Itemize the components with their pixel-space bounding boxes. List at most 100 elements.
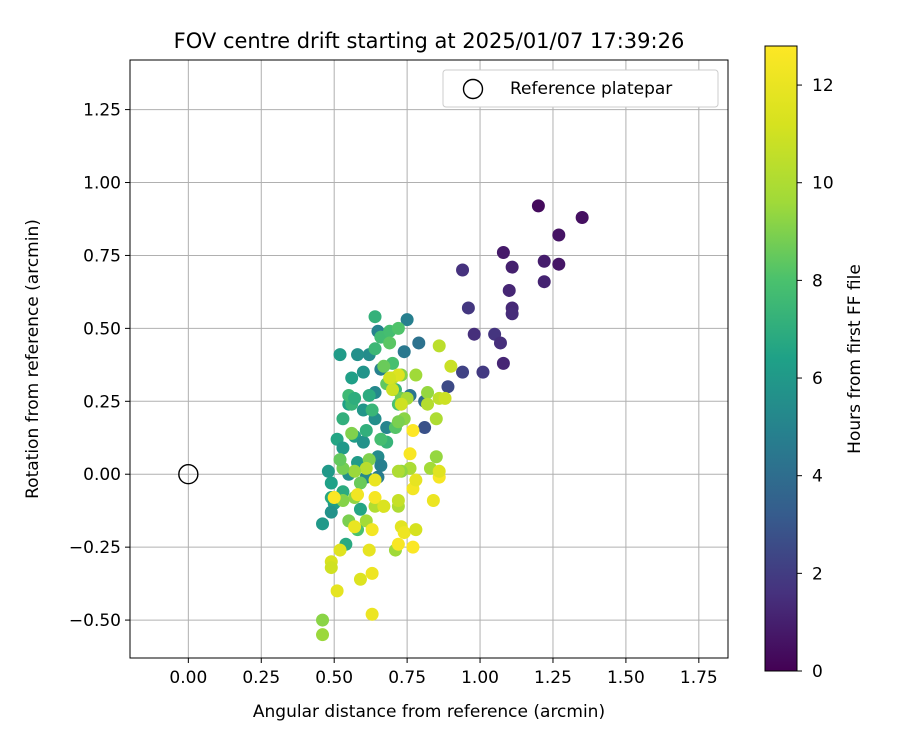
data-point xyxy=(505,260,519,274)
y-tick-label: 0.75 xyxy=(83,246,121,266)
data-point xyxy=(377,359,391,373)
data-point xyxy=(444,359,458,373)
x-tick-label: 0.50 xyxy=(315,668,353,688)
data-point xyxy=(353,476,367,490)
x-axis-label: Angular distance from reference (arcmin) xyxy=(253,702,605,722)
data-point xyxy=(348,520,362,534)
data-point xyxy=(324,476,338,490)
data-point xyxy=(336,412,350,426)
data-points xyxy=(316,199,589,642)
data-point xyxy=(391,464,405,478)
data-point xyxy=(348,464,362,478)
data-point xyxy=(324,561,338,575)
data-point xyxy=(353,502,367,516)
x-tick-label: 1.50 xyxy=(607,668,645,688)
data-point xyxy=(333,543,347,557)
data-point xyxy=(348,391,362,405)
data-point xyxy=(467,327,481,341)
data-point xyxy=(412,336,426,350)
data-point xyxy=(406,540,420,554)
data-point xyxy=(362,388,376,402)
data-point xyxy=(502,283,516,297)
data-point xyxy=(438,391,452,405)
data-point xyxy=(383,336,397,350)
data-point xyxy=(321,464,335,478)
data-point xyxy=(400,313,414,327)
x-tick-label: 1.75 xyxy=(680,668,718,688)
data-point xyxy=(432,339,446,353)
data-point xyxy=(353,572,367,586)
data-point xyxy=(397,526,411,540)
data-point xyxy=(391,493,405,507)
data-point xyxy=(365,607,379,621)
x-tick-label: 1.00 xyxy=(461,668,499,688)
x-tick-label: 0.00 xyxy=(169,668,207,688)
x-tick-label: 1.25 xyxy=(534,668,572,688)
data-point xyxy=(421,397,435,411)
data-point xyxy=(359,461,373,475)
data-point xyxy=(391,415,405,429)
legend-label-reference: Reference platepar xyxy=(510,79,672,99)
data-point xyxy=(441,380,455,394)
data-point xyxy=(537,254,551,268)
data-point xyxy=(368,342,382,356)
data-point xyxy=(496,356,510,370)
y-tick-label: 1.00 xyxy=(83,174,121,194)
data-point xyxy=(377,499,391,513)
y-tick-label: 0.00 xyxy=(83,465,121,485)
x-tick-label: 0.75 xyxy=(388,668,426,688)
data-point xyxy=(386,383,400,397)
colorbar: 0 2 4 6 8 10 12 Hours from first FF file xyxy=(764,45,865,682)
legend-marker-reference xyxy=(462,78,484,100)
x-axis-ticks: 0.00 0.25 0.50 0.75 1.00 1.25 1.50 1.75 xyxy=(169,658,718,688)
data-point xyxy=(374,432,388,446)
y-axis-ticks: −0.50 −0.25 0.00 0.25 0.50 0.75 1.00 1.25 xyxy=(69,101,130,631)
data-point xyxy=(496,246,510,260)
colorbar-gradient xyxy=(764,45,798,672)
data-point xyxy=(429,412,443,426)
y-axis-label: Rotation from reference (arcmin) xyxy=(23,219,43,499)
data-point xyxy=(409,523,423,537)
x-tick-label: 0.25 xyxy=(242,668,280,688)
data-point xyxy=(351,348,365,362)
colorbar-ticks: 0 2 4 6 8 10 12 xyxy=(797,76,834,682)
data-point xyxy=(476,365,490,379)
data-point xyxy=(330,584,344,598)
data-point xyxy=(552,228,566,242)
colorbar-tick-label: 2 xyxy=(812,564,823,584)
data-point xyxy=(374,458,388,472)
data-point xyxy=(403,447,417,461)
data-point xyxy=(426,493,440,507)
colorbar-tick-label: 6 xyxy=(812,369,823,389)
data-point xyxy=(409,473,423,487)
data-point xyxy=(394,397,408,411)
data-point xyxy=(552,257,566,271)
y-tick-label: −0.25 xyxy=(69,538,121,558)
data-point xyxy=(397,345,411,359)
data-point xyxy=(461,301,475,315)
data-point xyxy=(421,386,435,400)
data-point xyxy=(333,453,347,467)
data-point xyxy=(383,371,397,385)
data-point xyxy=(345,426,359,440)
colorbar-tick-label: 10 xyxy=(812,174,834,194)
data-point xyxy=(531,199,545,213)
data-point xyxy=(429,450,443,464)
data-point xyxy=(406,423,420,437)
data-point xyxy=(365,566,379,580)
data-point xyxy=(316,517,330,531)
data-point xyxy=(456,263,470,277)
data-point xyxy=(409,368,423,382)
data-point xyxy=(327,491,341,505)
chart-title: FOV centre drift starting at 2025/01/07 … xyxy=(174,29,685,53)
y-tick-label: −0.50 xyxy=(69,611,121,631)
data-point xyxy=(359,423,373,437)
data-point xyxy=(575,211,589,225)
data-point xyxy=(362,543,376,557)
data-point xyxy=(365,523,379,537)
data-point xyxy=(368,310,382,324)
data-point xyxy=(391,537,405,551)
legend: Reference platepar xyxy=(442,69,719,108)
data-point xyxy=(356,365,370,379)
